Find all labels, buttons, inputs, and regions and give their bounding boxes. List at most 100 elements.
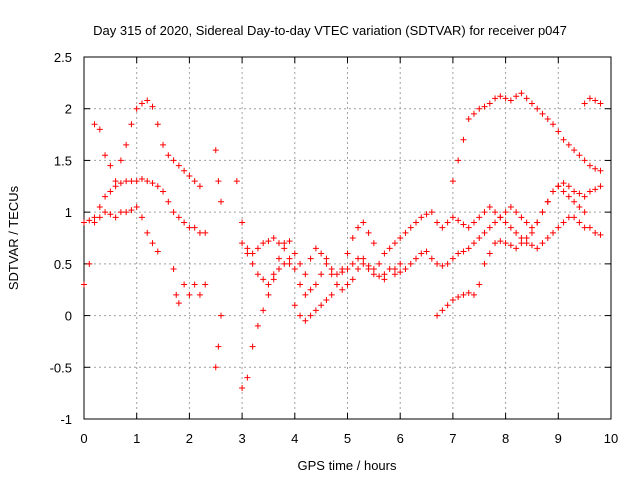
grid-lines <box>84 57 611 419</box>
data-point <box>565 141 572 148</box>
x-tick-label: 0 <box>80 431 87 446</box>
data-point <box>196 183 203 190</box>
chart-title: Day 315 of 2020, Sidereal Day-to-day VTE… <box>93 23 567 38</box>
data-point <box>486 224 493 231</box>
data-point <box>281 260 288 267</box>
data-point <box>370 240 377 247</box>
data-point <box>149 240 156 247</box>
data-point <box>233 178 240 185</box>
data-point <box>196 291 203 298</box>
data-point <box>270 235 277 241</box>
data-point <box>571 198 578 205</box>
data-point <box>513 245 520 252</box>
data-point <box>149 180 156 187</box>
data-point <box>355 224 362 231</box>
x-tick-label: 4 <box>291 431 298 446</box>
data-point <box>576 152 583 159</box>
data-point <box>312 281 319 288</box>
data-point <box>244 250 251 257</box>
x-tick-label: 6 <box>397 431 404 446</box>
data-point <box>86 217 93 224</box>
data-point <box>492 240 499 247</box>
data-point <box>381 271 388 278</box>
data-point <box>597 100 604 107</box>
data-point <box>518 214 525 221</box>
data-point <box>581 157 588 164</box>
data-point <box>181 281 188 288</box>
data-point <box>465 116 472 123</box>
data-point <box>96 214 103 221</box>
y-tick-label: 1 <box>65 205 72 220</box>
data-point <box>502 209 509 216</box>
data-point <box>186 224 193 231</box>
data-point <box>470 240 477 247</box>
data-point <box>355 255 362 262</box>
data-point <box>186 291 193 298</box>
data-point <box>302 291 309 298</box>
data-point <box>202 281 209 288</box>
data-point <box>107 162 114 169</box>
data-point <box>455 250 462 257</box>
data-point <box>423 248 430 255</box>
data-point <box>191 178 198 185</box>
data-point <box>460 136 467 143</box>
data-point <box>144 178 151 185</box>
data-point <box>170 266 177 273</box>
y-tick-label: 2 <box>65 102 72 117</box>
data-point <box>349 260 356 267</box>
data-point <box>260 307 267 314</box>
data-point <box>455 293 462 300</box>
data-point <box>165 198 172 205</box>
data-point <box>523 219 530 226</box>
x-axis-label: GPS time / hours <box>298 458 397 473</box>
data-point <box>91 214 98 221</box>
data-point <box>107 211 114 218</box>
data-point <box>212 364 219 371</box>
data-point <box>91 121 98 128</box>
data-point <box>470 219 477 226</box>
data-point <box>123 209 130 216</box>
data-point <box>297 260 304 267</box>
data-point <box>154 248 161 255</box>
data-point <box>218 198 225 205</box>
data-point <box>418 250 425 257</box>
data-point <box>560 219 567 226</box>
data-point <box>170 209 177 216</box>
data-point <box>355 266 362 273</box>
data-point <box>492 95 499 102</box>
data-point <box>360 219 367 226</box>
data-point <box>191 281 198 288</box>
data-point <box>154 121 161 128</box>
data-point <box>297 281 304 288</box>
data-point <box>275 266 282 273</box>
data-point <box>117 157 124 164</box>
data-point <box>397 260 404 267</box>
data-point <box>507 242 514 249</box>
data-point <box>215 343 222 350</box>
data-point <box>528 229 535 236</box>
data-point <box>218 312 225 319</box>
data-point <box>291 266 298 273</box>
data-point <box>539 110 546 117</box>
data-point <box>333 271 340 278</box>
data-point <box>476 105 483 112</box>
data-point <box>102 209 109 216</box>
data-point <box>133 105 140 112</box>
data-point <box>212 147 219 154</box>
data-point <box>281 240 288 247</box>
data-point <box>413 255 420 262</box>
data-point <box>455 157 462 164</box>
data-point <box>318 271 325 278</box>
data-point <box>96 203 103 210</box>
data-point <box>123 141 130 148</box>
data-point <box>112 214 119 221</box>
data-point <box>597 231 604 238</box>
data-point <box>550 121 557 128</box>
data-point <box>523 95 530 102</box>
data-point <box>323 260 330 267</box>
tick-labels: 0 1 2 3 4 5 6 7 8 9 10 -1 -0.5 0 0.5 1 1.5 2 2.5 <box>50 50 619 446</box>
data-point <box>507 97 514 104</box>
data-point <box>439 224 446 231</box>
data-point <box>386 266 393 273</box>
